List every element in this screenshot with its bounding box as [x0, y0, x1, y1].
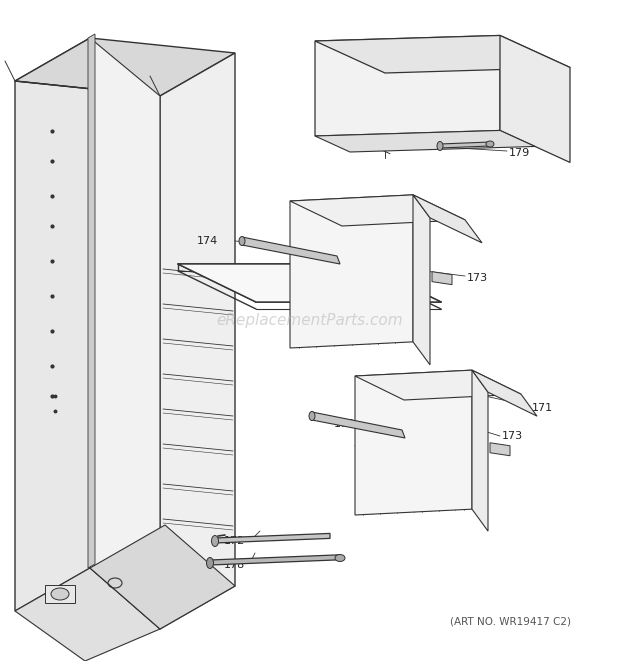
Polygon shape	[160, 53, 235, 629]
Polygon shape	[90, 38, 160, 629]
Polygon shape	[315, 36, 570, 73]
Polygon shape	[315, 36, 500, 136]
Polygon shape	[355, 370, 521, 400]
Polygon shape	[500, 36, 570, 163]
Ellipse shape	[206, 557, 213, 568]
Text: 173: 173	[467, 273, 488, 283]
Polygon shape	[290, 195, 465, 226]
Text: 172: 172	[224, 536, 245, 546]
Ellipse shape	[486, 141, 494, 147]
Polygon shape	[15, 38, 235, 96]
Polygon shape	[413, 195, 482, 243]
Text: 211: 211	[497, 123, 518, 133]
Polygon shape	[15, 38, 90, 611]
Text: 178: 178	[224, 560, 245, 570]
Polygon shape	[312, 412, 405, 438]
Polygon shape	[290, 195, 413, 348]
Text: (ART NO. WR19417 C2): (ART NO. WR19417 C2)	[450, 616, 570, 626]
Polygon shape	[90, 525, 235, 629]
Polygon shape	[490, 443, 510, 455]
Ellipse shape	[437, 141, 443, 151]
Bar	[45, 585, 75, 603]
Polygon shape	[215, 533, 330, 543]
Polygon shape	[242, 237, 340, 264]
Ellipse shape	[335, 555, 345, 561]
Polygon shape	[355, 370, 472, 515]
Polygon shape	[432, 272, 452, 285]
Ellipse shape	[239, 237, 245, 245]
Ellipse shape	[211, 535, 218, 547]
Polygon shape	[178, 264, 441, 302]
Ellipse shape	[51, 588, 69, 600]
Polygon shape	[472, 370, 488, 531]
Ellipse shape	[309, 412, 315, 420]
Text: 179: 179	[509, 148, 530, 158]
Polygon shape	[88, 34, 95, 568]
Polygon shape	[15, 568, 160, 661]
Text: 171: 171	[257, 271, 278, 281]
Polygon shape	[472, 370, 537, 416]
Polygon shape	[440, 142, 490, 148]
Text: 171: 171	[532, 403, 553, 413]
Text: eReplacementParts.com: eReplacementParts.com	[216, 313, 404, 329]
Polygon shape	[413, 195, 430, 365]
Text: 174: 174	[334, 419, 355, 429]
Polygon shape	[315, 130, 535, 152]
Polygon shape	[210, 555, 340, 565]
Text: 210: 210	[217, 276, 238, 286]
Text: 173: 173	[502, 431, 523, 441]
Text: 174: 174	[197, 236, 218, 246]
